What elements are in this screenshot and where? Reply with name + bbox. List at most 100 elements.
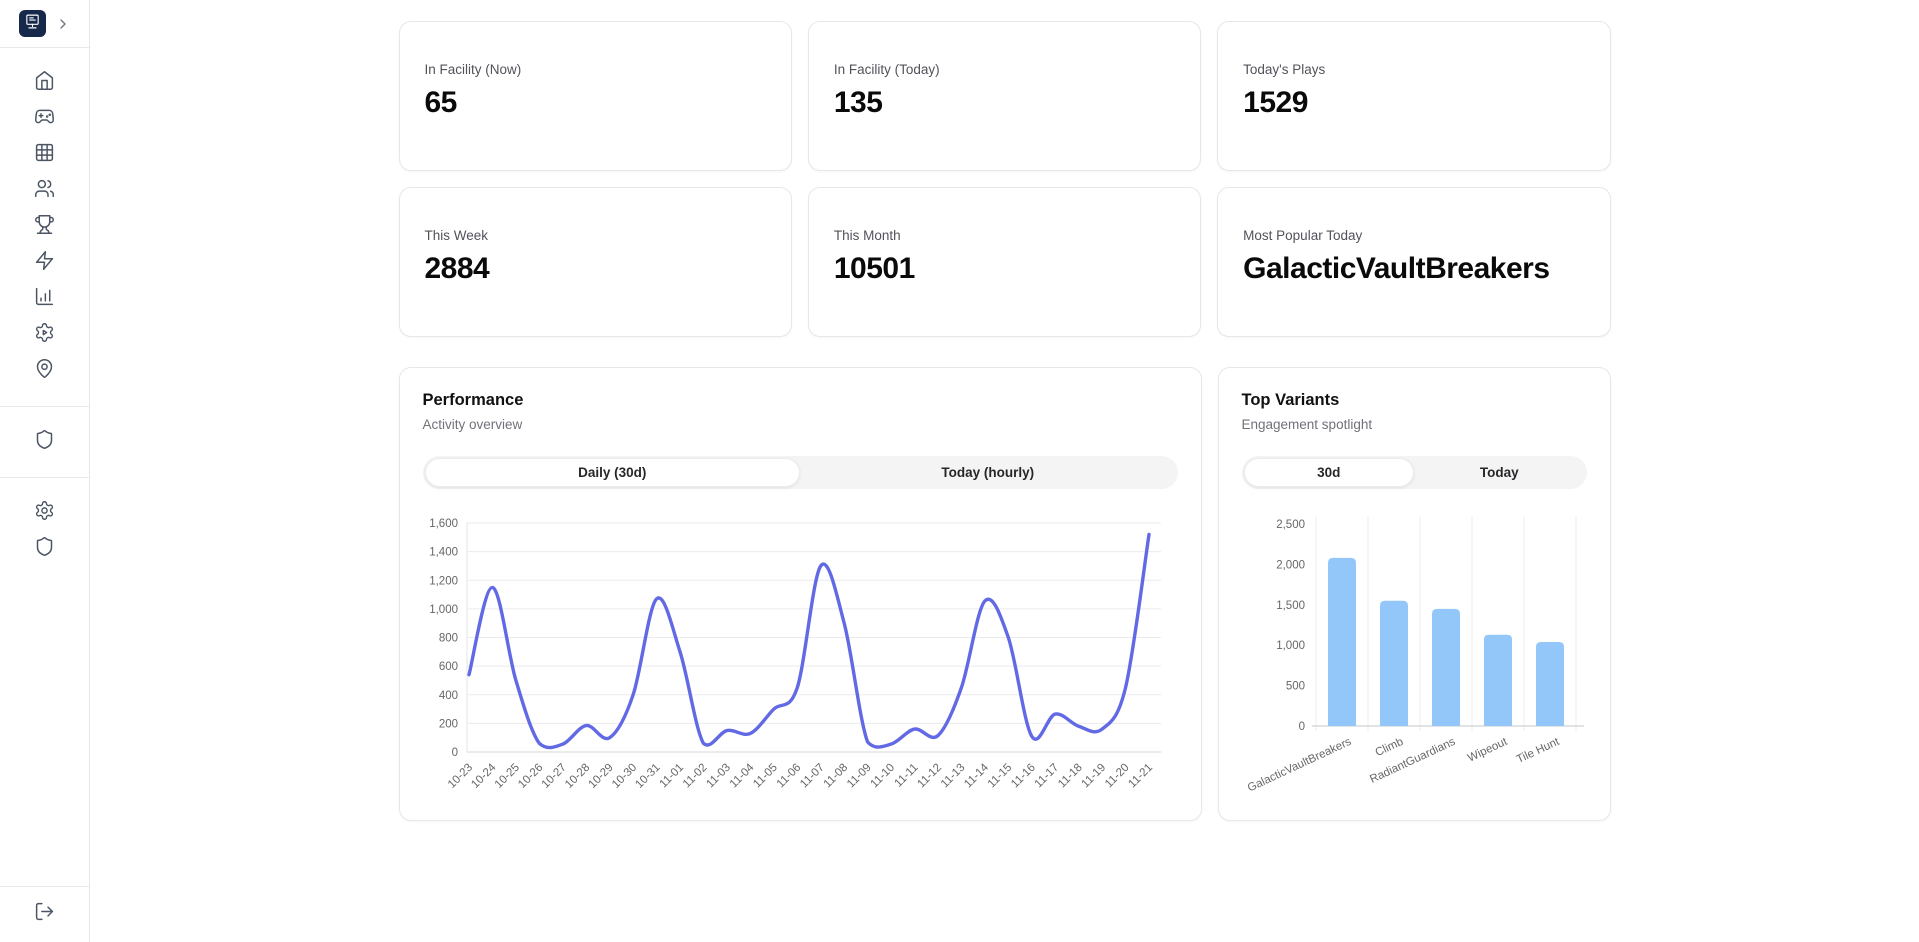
x-tick-label: 11-07 [798,762,827,791]
zap-icon [34,250,55,276]
y-tick-label: 200 [438,718,457,730]
sidebar-item-locations[interactable] [27,353,63,389]
sidebar-item-machine-settings[interactable] [27,317,63,353]
dashboard: In Facility (Now) 65 In Facility (Today)… [398,0,1611,821]
y-tick-label: 0 [1298,721,1304,733]
sidebar-item-machines[interactable] [27,137,63,173]
y-tick-label: 2,000 [1276,559,1305,571]
x-tick-label: 10-25 [492,762,521,791]
tab-daily-30d[interactable]: Daily (30d) [424,458,800,487]
top-variants-title: Top Variants [1241,391,1340,409]
x-tick-label: 11-20 [1102,762,1131,791]
stat-label: This Month [833,228,901,243]
stat-value: 10501 [833,252,915,285]
sidebar-spacer [0,584,89,886]
arcade-cabinet-icon [24,13,41,35]
sidebar-item-security[interactable] [27,424,63,460]
stat-card-this-month: This Month 10501 [807,187,1202,337]
bar-GalacticVaultBreakers [1327,557,1356,726]
x-tick-label: 10-27 [539,762,568,791]
stat-label: Most Popular Today [1243,228,1363,243]
y-tick-label: 1,400 [429,547,458,559]
sidebar-header [0,0,89,48]
top-variants-range-tabs: 30d Today [1241,456,1587,489]
chevron-right-icon[interactable] [55,16,71,32]
home-icon [34,70,55,96]
stat-value: 1529 [1243,86,1308,119]
y-tick-label: 500 [1285,681,1304,693]
sidebar-nav-admin [0,477,89,584]
sidebar-item-admin-security[interactable] [27,531,63,567]
sidebar-item-analytics[interactable] [27,281,63,317]
stat-card-this-week: This Week 2884 [398,187,792,337]
stat-value: GalacticVaultBreakers [1243,252,1550,285]
stat-card-in-facility-now: In Facility (Now) 65 [398,21,792,171]
x-tick-label: 11-01 [657,762,686,791]
trophy-icon [34,214,55,240]
x-tick-label: 11-08 [821,762,850,791]
log-out-icon [34,901,55,927]
charts-row: Performance Activity overview Daily (30d… [398,367,1611,821]
x-tick-label: Wipeout [1465,736,1509,765]
x-tick-label: Tile Hunt [1514,736,1561,766]
shield-icon [34,429,55,455]
performance-subtitle: Activity overview [422,417,523,432]
top-variants-chart: 0 500 1,000 1,500 2,000 2,500 GalacticVaultBre… [1245,516,1584,794]
sidebar-nav-security [0,406,89,477]
x-tick-label: 10-28 [563,762,592,791]
top-variants-card: Top Variants Engagement spotlight 30d To… [1217,367,1611,821]
gear-icon [34,500,55,526]
top-variants-subtitle: Engagement spotlight [1241,417,1373,432]
performance-range-tabs: Daily (30d) Today (hourly) [422,456,1178,489]
performance-card: Performance Activity overview Daily (30d… [398,367,1202,821]
x-tick-label: 11-02 [680,762,709,791]
performance-chart: 02004006008001,0001,2001,4001,60010-2310… [429,518,1161,791]
bar-Climb [1379,600,1408,726]
sidebar-item-leaderboard[interactable] [27,209,63,245]
sidebar-item-settings[interactable] [27,495,63,531]
logout-button[interactable] [27,896,63,932]
tab-today[interactable]: Today [1479,465,1519,480]
stat-card-todays-plays: Today's Plays 1529 [1217,21,1611,171]
y-tick-label: 1,200 [429,575,458,587]
users-icon [34,178,55,204]
grid-icon [34,142,55,168]
stat-label: Today's Plays [1243,62,1326,77]
tab-30d[interactable]: 30d [1243,458,1414,487]
y-tick-label: 400 [438,690,457,702]
sidebar-item-games[interactable] [27,101,63,137]
y-tick-label: 800 [438,633,457,645]
sidebar-item-quick-actions[interactable] [27,245,63,281]
stats-row-1: In Facility (Now) 65 In Facility (Today)… [398,21,1611,171]
x-tick-label: 11-19 [1079,762,1108,791]
x-tick-label: 11-09 [845,762,874,791]
x-tick-label: 11-21 [1126,762,1155,791]
gamepad-icon [34,106,55,132]
y-tick-label: 2,500 [1276,519,1305,531]
tab-today-hourly[interactable]: Today (hourly) [941,465,1035,480]
x-tick-label: 11-16 [1009,762,1038,791]
x-tick-label: 11-11 [892,762,920,790]
x-tick-label: 10-24 [469,761,499,791]
x-tick-label: 11-06 [774,762,803,791]
bar-chart-icon [34,286,55,312]
gear-play-icon [34,322,55,348]
bar-RadiantGuardians [1431,608,1460,726]
x-tick-label: 11-05 [751,762,780,791]
map-pin-icon [34,358,55,384]
shield-icon [34,536,55,562]
stat-label: In Facility (Today) [833,62,940,77]
sidebar-item-home[interactable] [27,65,63,101]
x-tick-label: 11-14 [962,761,991,790]
sidebar-item-players[interactable] [27,173,63,209]
stat-card-in-facility-today: In Facility (Today) 135 [807,21,1202,171]
x-tick-label: 11-10 [868,762,897,791]
x-tick-label: 11-13 [938,762,967,791]
y-tick-label: 1,500 [1276,600,1305,612]
x-tick-label: 10-29 [586,762,615,791]
x-tick-label: RadiantGuardians [1368,736,1457,786]
stat-value: 65 [424,86,458,119]
x-tick-label: 11-15 [985,762,1014,791]
x-tick-label: Climb [1373,736,1405,759]
app-logo[interactable] [18,10,46,37]
